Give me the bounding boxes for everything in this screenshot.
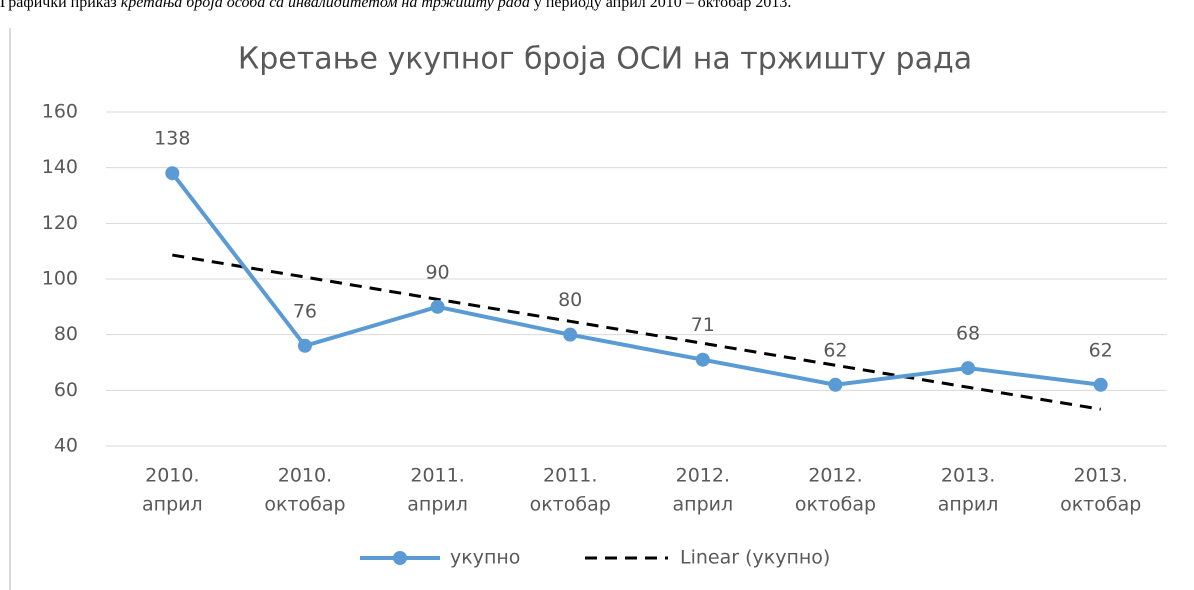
data-label: 68 [956,323,980,345]
data-label: 76 [293,300,317,322]
chart-title: Кретање укупног броја ОСИ на тржишту рад… [238,42,972,77]
point [961,361,976,376]
x-tick-label: 2011. [410,465,464,487]
x-tick-label: октобар [1060,494,1141,516]
legend-label: Linear (укупно) [680,547,830,569]
point [1093,377,1108,392]
x-tick-label: октобар [530,494,611,516]
x-tick-label: 2010. [278,465,332,487]
x-tick-label: април [673,494,734,516]
x-tick-label: 2010. [145,465,199,487]
y-tick-label: 120 [42,212,78,234]
y-tick-label: 40 [54,435,78,457]
series-line [170,172,1101,387]
x-tick-label: април [938,494,999,516]
y-tick-label: 140 [42,156,78,178]
caption-lead: Графички приказ [0,0,121,11]
point [695,352,710,367]
x-tick-label: април [407,494,468,516]
x-tick-label: 2013. [941,465,995,487]
caption: Графички приказ кретања броја особа са и… [0,0,791,12]
point [430,299,445,314]
x-tick-label: октобар [795,494,876,516]
trendline [172,253,1101,411]
x-tick-label: 2012. [676,465,730,487]
legend-label: укупно [450,547,520,569]
x-tick-label: 2012. [808,465,862,487]
x-tick-label: април [142,494,203,516]
x-tick-label: октобар [264,494,345,516]
data-label: 80 [558,289,582,311]
caption-italic: кретања броја особа са инвалидитетом на … [120,0,530,11]
point [563,327,578,342]
legend-marker [393,551,407,565]
x-tick-label: 2011. [543,465,597,487]
y-tick-label: 60 [54,379,78,401]
data-label: 138 [154,128,190,150]
y-tick-label: 160 [42,101,78,123]
data-label: 62 [823,339,847,361]
y-tick-label: 100 [42,268,78,290]
data-label: 62 [1089,339,1113,361]
data-label: 90 [425,261,449,283]
data-label: 71 [691,314,715,336]
caption-tail: у периоду април 2010 – октобар 2013. [529,0,792,11]
point [165,166,180,181]
point [828,377,843,392]
point [297,338,312,353]
x-tick-label: 2013. [1073,465,1127,487]
y-tick-label: 80 [54,323,78,345]
